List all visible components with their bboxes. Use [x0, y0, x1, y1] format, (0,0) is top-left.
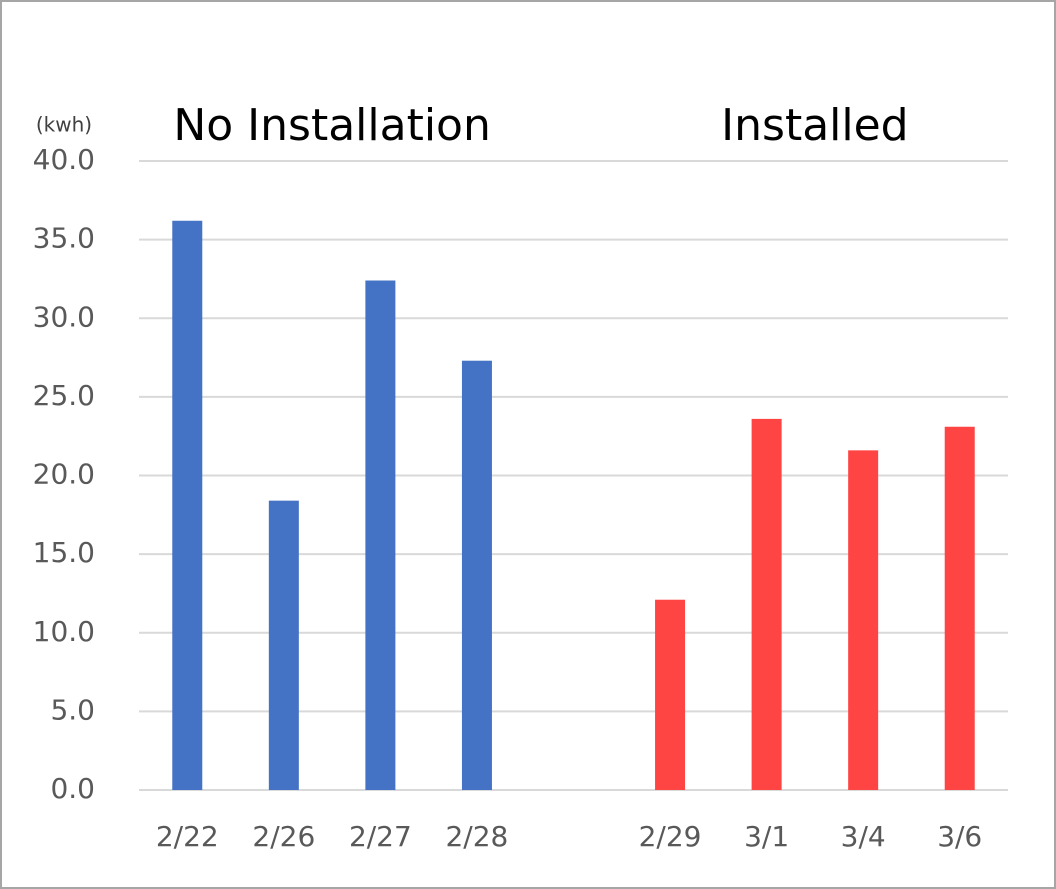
- bar: [655, 599, 686, 790]
- y-axis-unit: (kwh): [36, 113, 92, 137]
- bar: [268, 500, 299, 790]
- y-tick-label: 20.0: [33, 458, 95, 491]
- bar: [944, 426, 975, 790]
- bar: [848, 450, 879, 790]
- bar: [461, 360, 492, 790]
- x-tick-label: 2/27: [349, 820, 412, 853]
- y-tick-label: 10.0: [33, 615, 95, 648]
- y-tick-label: 5.0: [50, 693, 95, 726]
- x-tick-label: 2/29: [639, 820, 702, 853]
- y-tick-label: 15.0: [33, 536, 95, 569]
- x-tick-label: 3/4: [841, 820, 886, 853]
- y-tick-label: 0.0: [50, 772, 95, 805]
- bar: [751, 418, 782, 790]
- y-tick-label: 35.0: [33, 222, 95, 255]
- bar: [365, 280, 396, 790]
- x-tick-label: 2/28: [445, 820, 508, 853]
- y-tick-label: 25.0: [33, 379, 95, 412]
- x-tick-label: 3/6: [937, 820, 982, 853]
- bar: [172, 220, 203, 790]
- y-tick-label: 30.0: [33, 300, 95, 333]
- x-tick-label: 2/26: [252, 820, 315, 853]
- group-label: Installed: [721, 100, 908, 151]
- group-label: No Installation: [173, 100, 491, 151]
- x-tick-label: 2/22: [156, 820, 219, 853]
- y-tick-label: 40.0: [33, 143, 95, 176]
- x-tick-label: 3/1: [744, 820, 789, 853]
